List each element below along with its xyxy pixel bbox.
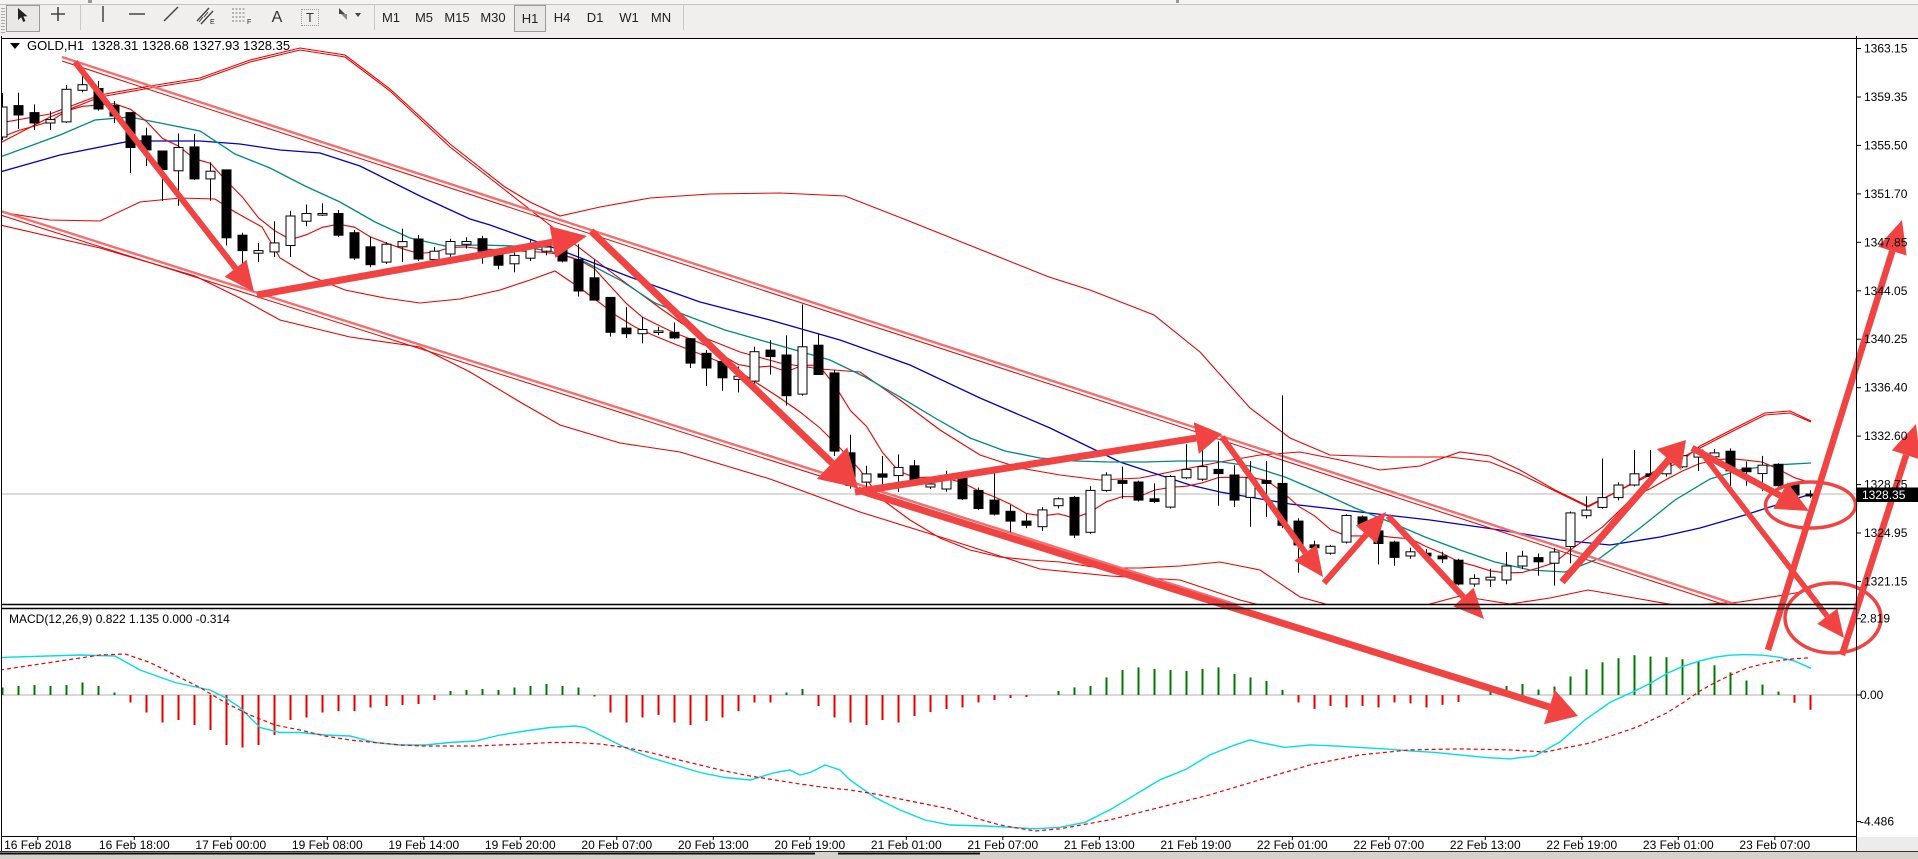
svg-text:1355.50: 1355.50 <box>1864 138 1908 152</box>
svg-text:-4.486: -4.486 <box>1860 815 1894 829</box>
svg-text:1324.95: 1324.95 <box>1864 526 1908 540</box>
svg-text:22 Feb 01:00: 22 Feb 01:00 <box>1257 838 1328 852</box>
svg-text:21 Feb 13:00: 21 Feb 13:00 <box>1064 838 1135 852</box>
svg-text:22 Feb 07:00: 22 Feb 07:00 <box>1353 838 1424 852</box>
svg-text:F: F <box>247 19 251 25</box>
svg-text:17 Feb 00:00: 17 Feb 00:00 <box>195 838 266 852</box>
svg-text:1351.70: 1351.70 <box>1864 187 1908 201</box>
svg-text:23 Feb 07:00: 23 Feb 07:00 <box>1739 838 1810 852</box>
svg-text:1344.05: 1344.05 <box>1864 284 1908 298</box>
svg-text:16 Feb 18:00: 16 Feb 18:00 <box>99 838 170 852</box>
svg-text:20 Feb 13:00: 20 Feb 13:00 <box>678 838 749 852</box>
svg-text:1336.40: 1336.40 <box>1864 381 1908 395</box>
svg-text:20 Feb 19:00: 20 Feb 19:00 <box>774 838 845 852</box>
svg-text:1328.35: 1328.35 <box>1862 488 1906 502</box>
svg-text:16 Feb 2018: 16 Feb 2018 <box>4 838 72 852</box>
svg-text:23 Feb 01:00: 23 Feb 01:00 <box>1643 838 1714 852</box>
svg-text:19 Feb 14:00: 19 Feb 14:00 <box>388 838 459 852</box>
svg-text:19 Feb 20:00: 19 Feb 20:00 <box>485 838 556 852</box>
svg-text:E: E <box>210 19 215 25</box>
svg-text:1340.25: 1340.25 <box>1864 332 1908 346</box>
svg-text:1321.15: 1321.15 <box>1864 575 1908 589</box>
svg-text:21 Feb 01:00: 21 Feb 01:00 <box>871 838 942 852</box>
svg-text:MACD(12,26,9) 0.822 1.135 0.00: MACD(12,26,9) 0.822 1.135 0.000 -0.314 <box>9 612 230 626</box>
svg-text:20 Feb 07:00: 20 Feb 07:00 <box>581 838 652 852</box>
svg-text:19 Feb 08:00: 19 Feb 08:00 <box>292 838 363 852</box>
svg-text:1347.85: 1347.85 <box>1864 235 1908 249</box>
svg-text:21 Feb 07:00: 21 Feb 07:00 <box>967 838 1038 852</box>
svg-text:22 Feb 19:00: 22 Feb 19:00 <box>1546 838 1617 852</box>
svg-text:1359.35: 1359.35 <box>1864 90 1908 104</box>
svg-text:22 Feb 13:00: 22 Feb 13:00 <box>1450 838 1521 852</box>
svg-text:1363.15: 1363.15 <box>1864 42 1908 56</box>
svg-text:0.00: 0.00 <box>1860 688 1884 702</box>
svg-text:GOLD,H1 1328.31 1328.68 1327.: GOLD,H1 1328.31 1328.68 1327.93 1328.35 <box>27 38 290 53</box>
svg-text:1332.60: 1332.60 <box>1864 429 1908 443</box>
svg-text:21 Feb 19:00: 21 Feb 19:00 <box>1160 838 1231 852</box>
svg-text:2.819: 2.819 <box>1860 612 1890 626</box>
